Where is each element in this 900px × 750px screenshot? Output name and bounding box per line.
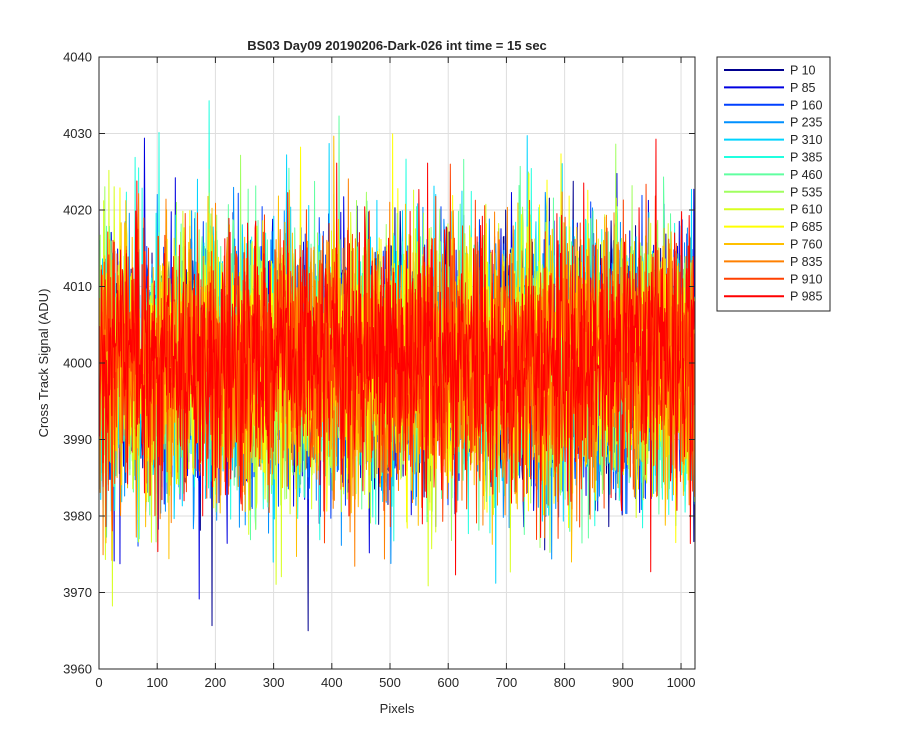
legend-label: P 535 — [790, 185, 822, 199]
legend-label: P 460 — [790, 168, 822, 182]
legend-items: P 10 P 85 P 160 P 235 P 310 P 385 P 460 P 535 P … — [724, 64, 822, 304]
legend-item: P 910 — [724, 272, 822, 286]
legend-label: P 910 — [790, 272, 822, 286]
x-tick-label: 500 — [379, 675, 401, 690]
axis-ticks: 0 100 200 300 400 500 600 700 800 900 1000 3960 3970… — [63, 50, 695, 691]
legend-box — [716, 56, 831, 312]
x-tick-label: 0 — [95, 675, 102, 690]
legend-label: P 835 — [790, 255, 822, 269]
x-tick-label: 1000 — [667, 675, 696, 690]
legend-item: P 685 — [724, 220, 822, 234]
x-tick-label: 800 — [554, 675, 576, 690]
x-tick-label: 900 — [612, 675, 634, 690]
legend-label: P 985 — [790, 290, 822, 304]
legend-item: P 985 — [724, 290, 822, 304]
series-line-p985 — [98, 138, 696, 576]
legend-item: P 460 — [724, 168, 822, 182]
x-axis-label: Pixels — [380, 701, 415, 716]
y-tick-label: 3990 — [63, 432, 92, 447]
legend-label: P 685 — [790, 220, 822, 234]
y-tick-label: 4020 — [63, 203, 92, 218]
legend-label: P 235 — [790, 116, 822, 130]
legend-item: P 385 — [724, 151, 822, 165]
chart-title: BS03 Day09 20190206-Dark-026 int time = … — [247, 38, 547, 53]
y-tick-label: 4000 — [63, 356, 92, 371]
legend-label: P 10 — [790, 64, 816, 78]
x-tick-label: 100 — [146, 675, 168, 690]
legend-item: P 535 — [724, 185, 822, 199]
legend-item: P 310 — [724, 133, 822, 147]
x-tick-label: 700 — [496, 675, 518, 690]
y-tick-label: 4010 — [63, 279, 92, 294]
legend-label: P 160 — [790, 98, 822, 112]
legend-item: P 85 — [724, 81, 816, 95]
legend-label: P 385 — [790, 151, 822, 165]
legend-label: P 310 — [790, 133, 822, 147]
legend-item: P 835 — [724, 255, 822, 269]
legend-label: P 85 — [790, 81, 816, 95]
y-tick-label: 4040 — [63, 50, 92, 65]
x-tick-label: 600 — [437, 675, 459, 690]
legend-item: P 610 — [724, 203, 822, 217]
series-lines — [98, 100, 696, 632]
y-tick-label: 3980 — [63, 509, 92, 524]
plot-area: 0 100 200 300 400 500 600 700 800 900 1000 3960 3970… — [63, 50, 696, 691]
legend-label: P 610 — [790, 203, 822, 217]
y-axis-label: Cross Track Signal (ADU) — [36, 289, 51, 438]
legend-item: P 160 — [724, 98, 822, 112]
y-tick-label: 4030 — [63, 126, 92, 141]
legend: P 10 P 85 P 160 P 235 P 310 P 385 P 460 P 535 P … — [716, 56, 831, 312]
y-tick-label: 3970 — [63, 585, 92, 600]
y-tick-label: 3960 — [63, 662, 92, 677]
legend-label: P 760 — [790, 238, 822, 252]
x-tick-label: 200 — [205, 675, 227, 690]
legend-item: P 235 — [724, 116, 822, 130]
x-tick-label: 300 — [263, 675, 285, 690]
legend-item: P 10 — [724, 64, 816, 78]
legend-item: P 760 — [724, 238, 822, 252]
x-tick-label: 400 — [321, 675, 343, 690]
